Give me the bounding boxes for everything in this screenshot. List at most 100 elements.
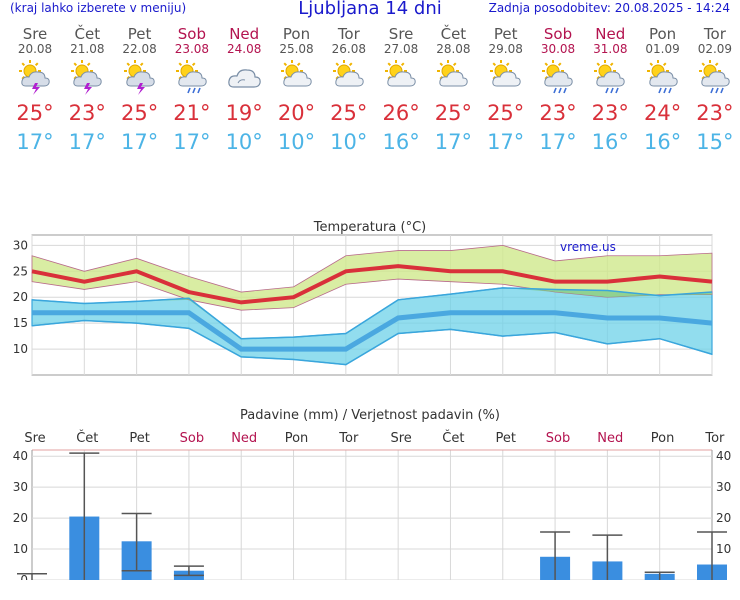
day-date: 01.09 bbox=[645, 42, 680, 56]
day-date: 28.08 bbox=[436, 42, 471, 56]
x-tick-label: Sre bbox=[24, 431, 45, 446]
day-min-temp: 17° bbox=[68, 130, 106, 154]
day-column: Tor 02.09 23° 15° bbox=[690, 26, 740, 155]
partly-cloudy-icon bbox=[383, 59, 419, 93]
tmin-series-line bbox=[32, 310, 713, 352]
day-column: Ned 31.08 23° 16° bbox=[585, 25, 635, 155]
day-min-temp: 10° bbox=[277, 130, 316, 154]
y-tick-label: 30 bbox=[13, 238, 28, 252]
day-max-temp: 25° bbox=[120, 101, 159, 125]
day-column: Pon 01.09 24° 16° bbox=[638, 25, 688, 155]
day-name: Sob bbox=[543, 25, 573, 43]
x-tick-label: Pet bbox=[129, 431, 149, 446]
day-column: Čet 28.08 25° 17° bbox=[428, 25, 478, 155]
watermark: vreme.us bbox=[560, 240, 616, 254]
x-tick-label: Ned bbox=[597, 431, 623, 446]
day-min-temp: 17° bbox=[120, 130, 159, 154]
temperature-chart: Temperatura (°C) 30 25 20 15 10 vreme.us bbox=[13, 220, 713, 376]
last-updated: Zadnja posodobitev: 20.08.2025 - 14:24 bbox=[488, 1, 730, 15]
day-max-temp: 19° bbox=[225, 101, 263, 125]
day-date: 23.08 bbox=[174, 42, 210, 56]
day-min-temp: 16° bbox=[382, 130, 420, 154]
day-max-temp: 23° bbox=[591, 101, 629, 125]
day-name: Ned bbox=[229, 25, 260, 43]
day-date: 25.08 bbox=[279, 42, 314, 56]
day-min-temp: 17° bbox=[487, 130, 525, 154]
day-name: Ned bbox=[595, 25, 626, 43]
day-name: Čet bbox=[440, 25, 467, 43]
day-max-temp: 25° bbox=[16, 101, 54, 125]
day-min-temp: 16° bbox=[643, 130, 682, 154]
day-max-temp: 26° bbox=[382, 101, 420, 125]
y-tick-label-left: 30 bbox=[13, 480, 28, 494]
page-title: Ljubljana 14 dni bbox=[298, 0, 442, 19]
location-menu-hint: (kraj lahko izberete v meniju) bbox=[10, 1, 187, 15]
x-tick-label: Ned bbox=[231, 431, 257, 446]
x-tick-label: Pon bbox=[285, 431, 309, 446]
tmin-lower-line bbox=[31, 319, 713, 366]
day-column: Pet 29.08 25° 17° bbox=[481, 25, 531, 155]
day-name: Pet bbox=[493, 25, 518, 43]
x-tick-label: Pon bbox=[651, 431, 675, 446]
day-name: Sob bbox=[177, 25, 206, 43]
rain-sun-icon bbox=[174, 59, 210, 94]
x-tick-label: Tor bbox=[704, 431, 725, 446]
day-min-temp: 17° bbox=[434, 130, 472, 154]
day-min-temp: 10° bbox=[225, 130, 263, 154]
day-name: Pon bbox=[648, 25, 677, 43]
day-name: Sre bbox=[22, 25, 48, 43]
partly-cloudy-icon bbox=[279, 59, 315, 93]
day-column: Čet 21.08 23° 17° bbox=[62, 25, 112, 155]
cloud-icon bbox=[226, 59, 262, 93]
day-max-temp: 23° bbox=[68, 101, 106, 125]
page-header: (kraj lahko izberete v meniju) Ljubljana… bbox=[0, 0, 740, 22]
day-min-temp: 17° bbox=[16, 130, 54, 154]
day-max-temp: 25° bbox=[330, 101, 368, 125]
day-date: 26.08 bbox=[331, 42, 366, 56]
partly-cloudy-icon bbox=[331, 59, 367, 93]
day-name: Pon bbox=[282, 25, 311, 43]
x-tick-label: Čet bbox=[76, 430, 98, 446]
day-column: Sre 20.08 25° 17° bbox=[10, 25, 60, 155]
y-tick-label-right: 30 bbox=[716, 480, 731, 494]
tmin-upper-line bbox=[31, 287, 713, 340]
day-max-temp: 23° bbox=[539, 101, 577, 125]
day-date: 02.09 bbox=[697, 42, 733, 56]
daily-forecast-strip: Sre 20.08 25° 17° Čet 21.08 23° 17° Pet 22.08 25° 1… bbox=[0, 26, 740, 176]
day-date: 29.08 bbox=[488, 42, 523, 56]
y-tick-label: 10 bbox=[13, 342, 28, 356]
partly-cloudy-icon bbox=[435, 59, 471, 93]
rain-sun-icon bbox=[645, 59, 681, 94]
day-column: Sob 23.08 21° 17° bbox=[167, 25, 217, 155]
thunderstorm-sun-icon bbox=[122, 59, 158, 95]
day-column: Ned 24.08 19° 10° bbox=[219, 25, 269, 155]
day-column: Pet 22.08 25° 17° bbox=[115, 26, 165, 155]
x-tick-label: Sob bbox=[180, 431, 204, 446]
day-min-temp: 17° bbox=[539, 130, 577, 154]
partly-cloudy-icon bbox=[488, 59, 524, 93]
day-min-temp: 10° bbox=[330, 130, 368, 154]
day-date: 24.08 bbox=[227, 42, 262, 56]
day-min-temp: 15° bbox=[696, 130, 734, 154]
day-column: Sob 30.08 23° 17° bbox=[533, 25, 583, 155]
y-tick-label: 15 bbox=[13, 316, 28, 330]
x-tick-label: Tor bbox=[338, 431, 359, 446]
x-tick-label: Čet bbox=[442, 430, 464, 446]
day-date: 27.08 bbox=[383, 42, 419, 56]
y-tick-label-right: 10 bbox=[716, 542, 731, 556]
y-tick-label-left: 20 bbox=[13, 511, 28, 525]
x-tick-label: Sob bbox=[546, 431, 570, 446]
tmax-series-line bbox=[31, 264, 713, 305]
thunderstorm-sun-icon bbox=[17, 59, 53, 95]
day-name: Čet bbox=[74, 25, 101, 43]
y-tick-label-left: 40 bbox=[13, 449, 28, 463]
day-date: 30.08 bbox=[540, 42, 576, 56]
temperature-chart-title: Temperatura (°C) bbox=[313, 220, 426, 235]
day-name: Tor bbox=[337, 25, 360, 43]
day-date: 22.08 bbox=[122, 42, 157, 56]
rain-sun-icon bbox=[540, 59, 576, 94]
day-max-temp: 20° bbox=[277, 101, 316, 125]
rain-sun-icon bbox=[592, 59, 628, 94]
x-tick-label: Pet bbox=[495, 431, 515, 446]
y-tick-label-right: 20 bbox=[716, 511, 731, 525]
